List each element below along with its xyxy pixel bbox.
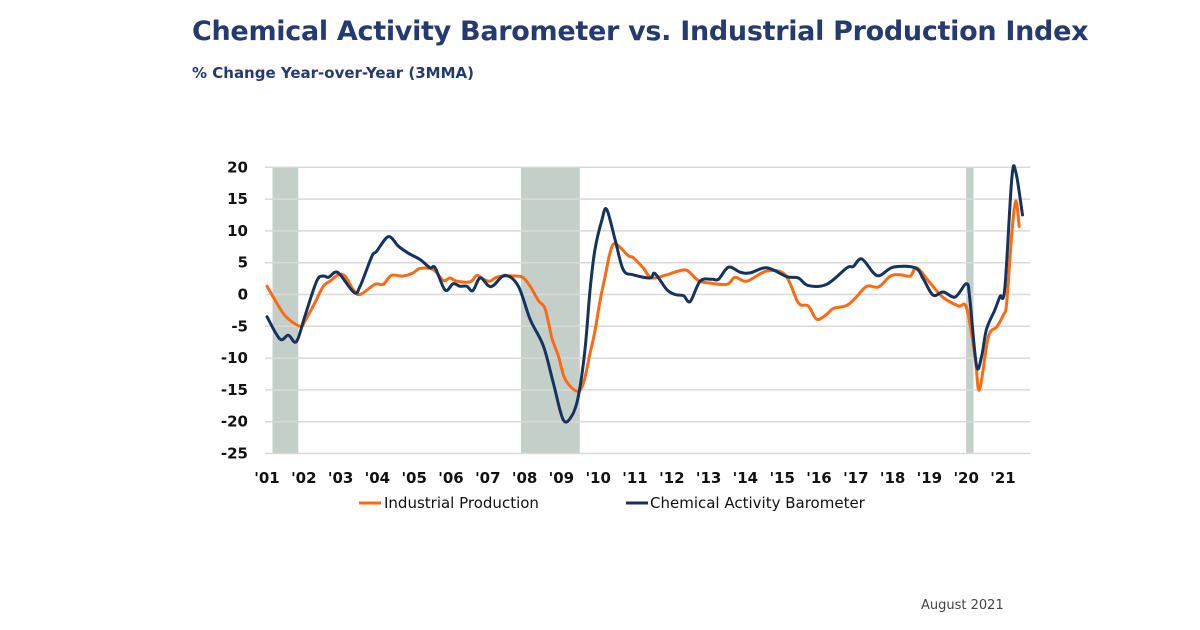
x-tick-label: '12	[659, 469, 684, 487]
recession-band	[272, 167, 299, 454]
y-axis-ticks: 20 15 10 5 0 -5 -10 -15 -20 -25	[221, 158, 248, 462]
y-tick-label: 10	[227, 222, 248, 240]
series-line-chemical-activity-barometer	[265, 164, 1024, 424]
series-lines	[265, 164, 1024, 424]
legend-label-industrial-production: Industrial Production	[384, 494, 539, 512]
date-footnote: August 2021	[921, 598, 1004, 613]
x-tick-label: '21	[990, 469, 1015, 487]
x-tick-label: '04	[365, 469, 390, 487]
recession-band	[520, 167, 580, 454]
y-tick-label: 5	[238, 254, 248, 272]
y-tick-label: 0	[238, 286, 248, 304]
y-tick-label: 20	[227, 158, 248, 176]
x-tick-label: '11	[622, 469, 647, 487]
x-axis-ticks: '01 '02 '03 '04 '05 '06 '07 '08 '09 '10 '11 '12 '13 '…	[254, 469, 1015, 487]
y-tick-label: -15	[221, 381, 248, 399]
legend-label-chemical-activity-barometer: Chemical Activity Barometer	[650, 494, 866, 512]
y-tick-label: -10	[221, 349, 248, 367]
y-tick-label: 15	[227, 190, 248, 208]
y-tick-label: -5	[231, 317, 248, 335]
recession-shading	[272, 167, 974, 454]
chart-title: Chemical Activity Barometer vs. Industri…	[192, 16, 1089, 47]
legend: Industrial Production Chemical Activity …	[359, 494, 866, 512]
gridlines	[265, 166, 1030, 455]
y-tick-label: -25	[221, 445, 248, 463]
x-tick-label: '06	[438, 469, 463, 487]
x-tick-label: '16	[806, 469, 831, 487]
x-tick-label: '01	[254, 469, 279, 487]
x-tick-label: '10	[585, 469, 610, 487]
x-tick-label: '18	[880, 469, 905, 487]
x-tick-label: '15	[769, 469, 794, 487]
chart-subtitle: % Change Year-over-Year (3MMA)	[192, 64, 474, 82]
x-tick-label: '17	[843, 469, 868, 487]
x-tick-label: '19	[917, 469, 942, 487]
x-tick-label: '09	[549, 469, 574, 487]
x-tick-label: '20	[953, 469, 978, 487]
x-tick-label: '07	[475, 469, 500, 487]
x-tick-label: '14	[733, 469, 758, 487]
x-tick-label: '03	[328, 469, 353, 487]
x-tick-label: '02	[291, 469, 316, 487]
y-tick-label: -20	[221, 413, 248, 431]
x-tick-label: '05	[401, 469, 426, 487]
series-line-industrial-production	[265, 199, 1021, 393]
x-tick-label: '13	[696, 469, 721, 487]
x-tick-label: '08	[512, 469, 537, 487]
